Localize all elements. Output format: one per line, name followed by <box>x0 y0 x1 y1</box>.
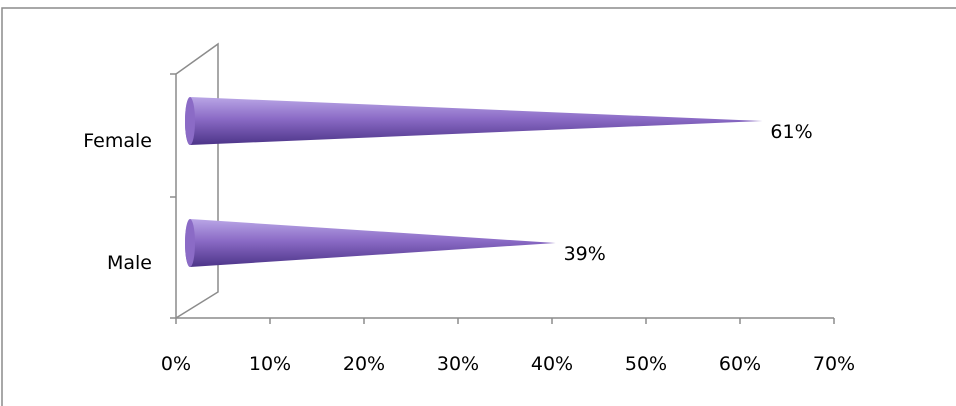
x-tick-label: 60% <box>719 353 761 375</box>
x-tick-label: 0% <box>161 353 191 375</box>
category-label-male: Male <box>107 252 152 274</box>
data-label-female: 61% <box>770 121 812 143</box>
data-label-male: 39% <box>564 243 606 265</box>
plot-wall-frame <box>175 42 219 319</box>
x-tick-label: 30% <box>437 353 479 375</box>
x-tick-label: 10% <box>249 353 291 375</box>
category-label-female: Female <box>83 130 152 152</box>
bar-base-cap <box>185 97 195 145</box>
x-tick-label: 20% <box>343 353 385 375</box>
chart-border <box>1 7 956 406</box>
bar-base-cap <box>185 219 195 267</box>
x-tick-label: 50% <box>625 353 667 375</box>
x-tick-label: 40% <box>531 353 573 375</box>
x-tick-label: 70% <box>813 353 855 375</box>
bar-female <box>185 97 763 145</box>
bar-male <box>185 219 556 267</box>
bars: Female 61% Male 39% <box>83 97 813 274</box>
x-ticks: 0% 10% 20% 30% 40% 50% 60% 70% <box>161 318 855 375</box>
